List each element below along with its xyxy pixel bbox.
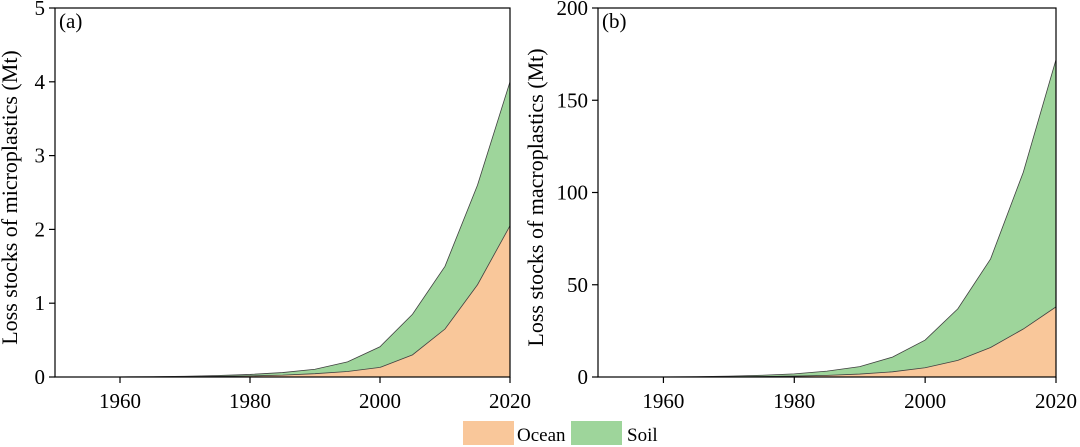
legend: Ocean Soil [463, 421, 658, 446]
x-tick-label: 1960 [99, 389, 141, 413]
legend-swatch-ocean [463, 421, 514, 445]
area-soil [598, 59, 1056, 377]
y-axis-label: Loss stocks of macroplastics (Mt) [523, 48, 548, 346]
panel-label: (b) [602, 9, 627, 33]
x-tick-label: 1980 [229, 389, 271, 413]
y-tick-label: 200 [557, 0, 589, 20]
y-tick-label: 2 [35, 217, 46, 241]
legend-swatch-soil [571, 421, 622, 445]
y-tick-label: 50 [567, 273, 588, 297]
x-tick-label: 2020 [489, 389, 531, 413]
y-tick-label: 5 [35, 0, 46, 20]
x-tick-label: 2000 [359, 389, 401, 413]
x-tick-label: 1980 [773, 389, 815, 413]
x-tick-label: 1960 [642, 389, 684, 413]
y-tick-label: 1 [35, 291, 46, 315]
legend-label-ocean: Ocean [517, 425, 566, 446]
y-tick-label: 0 [578, 365, 589, 389]
area-ocean [55, 225, 510, 377]
chart-panel-b: 1960 1980 2000 2020 0 50 100 150 200 Loss stocks … [523, 0, 1077, 413]
legend-label-soil: Soil [627, 425, 658, 446]
plot-frame [54, 7, 511, 378]
y-tick-label: 4 [35, 70, 46, 94]
area-ocean [598, 306, 1056, 377]
y-axis-label: Loss stocks of microplastics (Mt) [0, 50, 22, 345]
y-tick-label: 3 [35, 144, 46, 168]
panel-label: (a) [59, 9, 82, 33]
y-tick-label: 0 [35, 365, 46, 389]
y-tick-label: 150 [557, 88, 589, 112]
chart-panel-a: 1960 1980 2000 2020 0 1 2 3 4 5 Loss stocks of mic… [0, 0, 531, 413]
y-tick-label: 100 [557, 181, 589, 205]
x-tick-label: 2020 [1035, 389, 1077, 413]
x-tick-label: 2000 [904, 389, 946, 413]
